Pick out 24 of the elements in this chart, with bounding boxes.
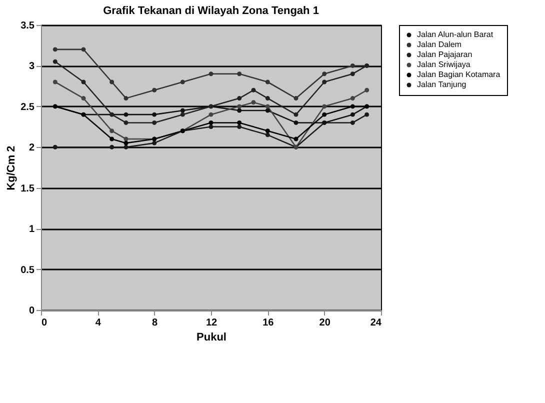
x-tick-label: 8 [152, 318, 158, 328]
x-tick-label: 16 [262, 318, 274, 328]
y-tick-label: 0 [28, 306, 35, 316]
y-tick-label: 3.5 [20, 20, 35, 32]
x-axis-title: Pukul [196, 332, 226, 344]
x-tick-label: 24 [370, 318, 382, 328]
x-tick-label: 12 [206, 318, 218, 328]
legend-label: Jalan Dalem [417, 40, 462, 49]
y-tick-label: 1 [28, 224, 35, 236]
x-tick-label: 4 [95, 318, 102, 328]
y-tick-label: 2.5 [20, 102, 35, 113]
legend-label: Jalan Tanjung [417, 80, 466, 89]
x-tick-label: 0 [42, 318, 48, 328]
y-axis-title: Kg/Cm 2 [6, 146, 18, 190]
x-tick-label: 20 [319, 318, 331, 328]
legend-label: Jalan Bagian Kotamara [417, 70, 501, 79]
y-tick-label: 1.5 [20, 183, 35, 194]
legend-label: Jalan Sriwijaya [417, 60, 471, 69]
y-tick-label: 0.5 [20, 264, 35, 276]
legend-label: Jalan Pajajaran [417, 50, 472, 59]
y-tick-label: 2 [28, 142, 35, 154]
legend-label: Jalan Alun-alun Barat [417, 30, 494, 39]
y-tick-label: 3 [28, 61, 35, 72]
chart-title: Grafik Tekanan di Wilayah Zona Tengah 1 [103, 5, 319, 17]
